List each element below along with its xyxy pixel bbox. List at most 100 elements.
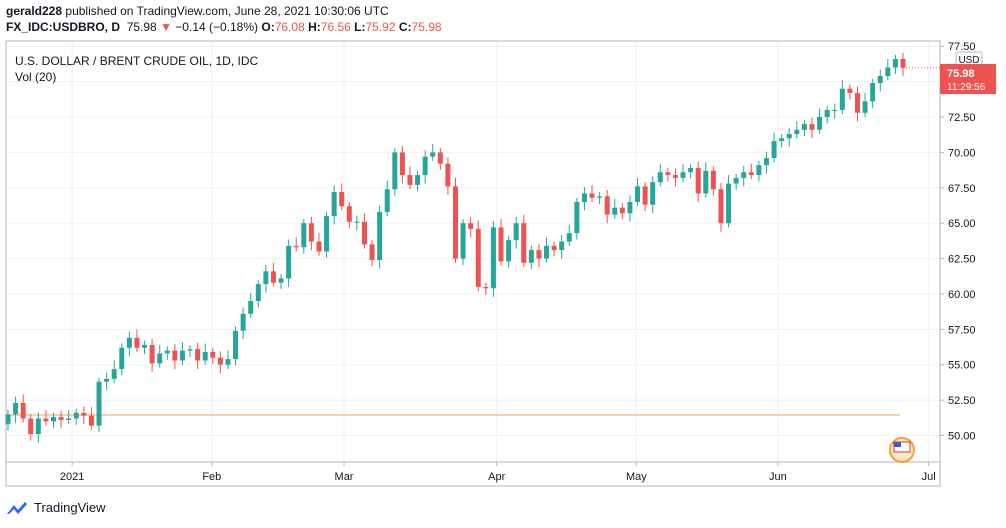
candle xyxy=(270,262,276,287)
candle xyxy=(665,167,671,182)
legend-title: U.S. DOLLAR / BRENT CRUDE OIL, 1D, IDC xyxy=(15,54,258,68)
candle xyxy=(369,240,375,267)
candle xyxy=(794,121,800,139)
candle xyxy=(892,54,898,74)
candle xyxy=(316,233,322,256)
candle xyxy=(286,239,292,287)
candle xyxy=(263,264,269,293)
candle xyxy=(172,344,178,369)
currency-label: USD xyxy=(958,55,979,66)
candle xyxy=(801,119,807,137)
candle xyxy=(657,163,663,187)
candle xyxy=(392,148,398,196)
candle xyxy=(885,58,891,81)
candle xyxy=(786,127,792,147)
candle xyxy=(748,163,754,180)
price-tick-label: 70.00 xyxy=(948,147,976,159)
last-price-badge-value: 75.98 xyxy=(947,68,975,80)
candle xyxy=(635,177,641,207)
candle xyxy=(361,213,367,249)
candle xyxy=(847,84,853,100)
candle xyxy=(498,218,504,266)
candle xyxy=(202,343,208,365)
candle xyxy=(612,199,618,219)
candle xyxy=(157,344,163,368)
candle xyxy=(589,184,595,202)
price-tick-label: 77.50 xyxy=(948,41,976,53)
candle xyxy=(490,221,496,297)
candle xyxy=(718,182,724,232)
author-name[interactable]: gerald228 xyxy=(6,4,63,18)
publish-line: gerald228 published on TradingView.com, … xyxy=(6,4,389,18)
low-label: L: xyxy=(354,20,366,34)
candle xyxy=(710,166,716,196)
candle xyxy=(468,216,474,238)
candle xyxy=(339,183,345,211)
candle xyxy=(566,224,572,246)
candle xyxy=(862,92,868,118)
candle xyxy=(756,160,762,182)
time-tick-label: 2021 xyxy=(60,471,84,483)
candle xyxy=(597,192,603,205)
candle xyxy=(248,292,254,319)
candle xyxy=(437,148,443,171)
candle xyxy=(771,132,777,163)
candle xyxy=(225,350,231,369)
candle xyxy=(111,360,117,384)
time-tick-label: May xyxy=(626,471,647,483)
last-price-badge xyxy=(940,64,996,94)
candle xyxy=(119,343,125,376)
candle xyxy=(763,151,769,174)
candle xyxy=(824,105,830,124)
time-axis[interactable]: 2021 Feb Mar Apr May Jun Jul xyxy=(60,462,936,483)
grid xyxy=(7,42,940,461)
candle xyxy=(13,396,19,423)
candle xyxy=(460,218,466,265)
candle xyxy=(58,410,64,429)
tradingview-logo-icon[interactable] xyxy=(6,501,28,515)
candle xyxy=(28,414,34,441)
candle xyxy=(233,326,239,366)
candle xyxy=(255,279,261,308)
candle xyxy=(900,52,906,77)
time-tick-label: Jun xyxy=(769,471,787,483)
candle xyxy=(164,346,170,360)
candle xyxy=(35,412,41,443)
price-tick-label: 55.00 xyxy=(948,360,976,372)
candle xyxy=(854,86,860,122)
price-tick-label: 62.50 xyxy=(948,254,976,266)
candle xyxy=(695,161,701,202)
close-value: 75.98 xyxy=(411,20,442,34)
candle xyxy=(5,410,11,431)
brand-name[interactable]: TradingView xyxy=(34,500,106,515)
candle xyxy=(817,108,823,135)
candle xyxy=(551,241,557,257)
price-tick-label: 65.00 xyxy=(948,218,976,230)
time-tick-label: Mar xyxy=(335,471,354,483)
candle xyxy=(324,211,330,258)
high-label: H: xyxy=(308,20,321,34)
close-label: C: xyxy=(398,20,412,34)
candle xyxy=(399,146,405,184)
candle xyxy=(407,166,413,190)
candle xyxy=(528,245,534,270)
price-tick-label: 72.50 xyxy=(948,112,976,124)
last-price: 75.98 xyxy=(126,20,157,34)
candle xyxy=(733,173,739,190)
candle xyxy=(126,331,132,357)
open-value: 76.08 xyxy=(274,20,305,34)
candle xyxy=(779,134,785,148)
footer: TradingView xyxy=(6,500,106,515)
price-axis[interactable]: 77.5075.0072.5070.0067.5065.0062.5060.00… xyxy=(940,41,976,443)
price-chart[interactable]: 77.5075.0072.5070.0067.5065.0062.5060.00… xyxy=(0,38,1006,490)
event-flag-icon[interactable] xyxy=(889,437,915,463)
candle xyxy=(703,162,709,198)
candle xyxy=(574,197,580,240)
candle xyxy=(832,103,838,119)
price-tick-label: 57.50 xyxy=(948,324,976,336)
candle xyxy=(331,185,337,225)
candle xyxy=(604,189,610,224)
candle xyxy=(581,187,587,211)
candle xyxy=(475,220,481,292)
price-tick-label: 52.50 xyxy=(948,395,976,407)
